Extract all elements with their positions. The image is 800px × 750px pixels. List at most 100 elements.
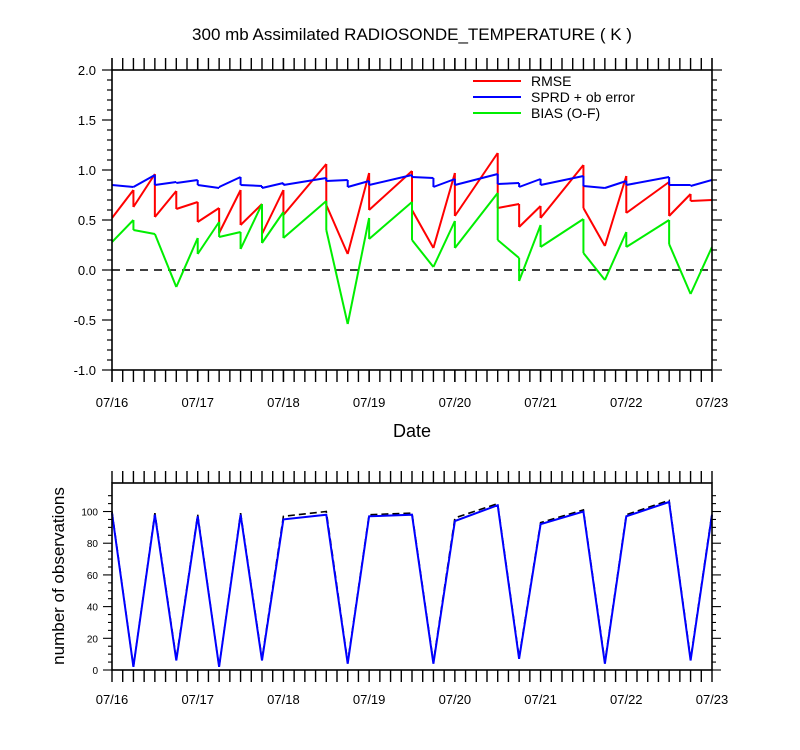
top-x-tick-label: 07/19 [353, 395, 386, 410]
series-observations-total [111, 499, 713, 667]
bottom-x-tick-label: 07/18 [267, 692, 300, 707]
series-sprd-ob-error-segment [132, 174, 156, 188]
series-sprd-ob-error-segment [518, 178, 541, 188]
series-rmse-segment [432, 172, 456, 249]
top-x-tick-label: 07/17 [181, 395, 214, 410]
series-sprd-ob-error-segment [690, 179, 712, 187]
series-bias-segment [582, 252, 606, 281]
series-bias-segment [540, 218, 584, 248]
top-y-tick-label: 1.0 [78, 163, 96, 178]
bottom-x-tick-label: 07/20 [439, 692, 472, 707]
series-bias-segment [175, 237, 199, 288]
series-sprd-ob-error-segment [112, 184, 134, 188]
top-y-tick-label: -1.0 [74, 363, 96, 378]
series-rmse-segment [282, 163, 328, 216]
series-sprd-ob-error-segment [240, 184, 263, 187]
series-rmse-segment [539, 164, 585, 219]
series-rmse-segment [261, 189, 285, 235]
series-bias-segment [368, 201, 413, 240]
top-x-tick-label: 07/23 [696, 395, 729, 410]
series-rmse [112, 152, 712, 255]
series-rmse-segment [175, 201, 199, 210]
series-rmse-segment [154, 190, 178, 218]
series-bias-segment [432, 220, 456, 268]
top-y-tick-label: 1.5 [78, 113, 96, 128]
top-y-tick-label: 2.0 [78, 63, 96, 78]
series-sprd-ob-error-segment [197, 184, 220, 189]
series-bias-segment [282, 200, 327, 239]
bottom-y-tick-label: 100 [81, 508, 98, 519]
series-sprd-ob-error-segment [347, 180, 370, 188]
series-bias-segment [346, 217, 371, 325]
top-x-tick-label: 07/18 [267, 395, 300, 410]
series-sprd-ob-error-segment [497, 182, 520, 185]
series-sprd-ob-error-segment [433, 178, 456, 188]
top-x-tick-label: 07/22 [610, 395, 643, 410]
series-sprd-ob-error-segment [261, 182, 284, 189]
series-rmse-segment [197, 207, 220, 223]
series-sprd-ob-error-segment [411, 176, 434, 179]
series-sprd-ob-error [112, 173, 712, 189]
series-rmse-segment [518, 205, 542, 228]
series-bias-segment [603, 231, 628, 281]
series-bias-segment [325, 229, 349, 325]
series-rmse-segment [132, 173, 156, 208]
series-bias [112, 192, 712, 325]
series-sprd-ob-error-segment [583, 185, 605, 189]
top-plot-area: -1.0 -0.5 0.0 0.5 1.0 1.5 2.0 07/16 07/17 07/18 07… [74, 58, 729, 410]
top-y-tick-label: 0.5 [78, 213, 96, 228]
bottom-y-tick-label: 40 [87, 603, 99, 614]
series-bias-segment [689, 246, 712, 295]
top-plot-frame [111, 69, 713, 371]
series-sprd-ob-error-segment [626, 176, 670, 186]
series-bias-segment [239, 203, 263, 250]
series-sprd-ob-error-segment [540, 175, 584, 186]
series-bias-segment [261, 211, 285, 244]
bottom-y-tick-label: 60 [87, 571, 99, 582]
series-sprd-ob-error-segment [604, 180, 627, 189]
bottom-y-tick-label: 0 [92, 666, 98, 677]
series-bias-segment [218, 231, 241, 238]
y-axis-label-observations: number of observations [49, 487, 68, 665]
chart-title: 300 mb Assimilated RADIOSONDE_TEMPERATUR… [192, 25, 632, 44]
series-sprd-ob-error-segment [454, 173, 498, 186]
series-rmse-segment [497, 203, 520, 209]
series-observations-used [111, 500, 713, 667]
series-bias-segment [518, 224, 542, 282]
series-bias-segment [196, 221, 220, 255]
bottom-x-tick-label: 07/23 [696, 692, 729, 707]
series-sprd-ob-error-segment [176, 179, 198, 184]
top-y-tick-label: 0.0 [78, 263, 96, 278]
series-sprd-ob-error-segment [368, 174, 413, 186]
series-rmse-segment [218, 189, 242, 234]
series-bias-segment [133, 229, 156, 235]
bottom-y-tick-label: 80 [87, 539, 99, 550]
series-rmse-segment [454, 152, 499, 217]
top-x-tick-label: 07/16 [96, 395, 129, 410]
bottom-plot-area: 0 20 40 60 80 100 07/16 07/17 07/18 07/19 07/20 07/… [81, 471, 728, 707]
series-bias-segment [153, 233, 178, 288]
bottom-x-tick-label: 07/17 [181, 692, 214, 707]
series-rmse-segment [603, 175, 628, 247]
bottom-x-tick-label: 07/16 [96, 692, 129, 707]
series-rmse-segment [690, 199, 712, 202]
series-bias-segment [411, 239, 435, 268]
bottom-y-tick-label: 20 [87, 634, 99, 645]
bottom-x-tick-label: 07/22 [610, 692, 643, 707]
series-sprd-ob-error-segment [326, 179, 348, 182]
series-sprd-ob-error-segment [154, 181, 177, 186]
series-sprd-ob-error-segment [283, 177, 327, 186]
legend-label-bias: BIAS (O-F) [531, 105, 600, 121]
top-x-tick-label: 07/20 [439, 395, 472, 410]
series-rmse-segment [411, 209, 435, 249]
series-rmse-segment [625, 181, 670, 214]
series-rmse-segment [346, 172, 371, 255]
series-bias-segment [497, 239, 520, 259]
series-bias-segment [668, 243, 692, 295]
legend-label-rmse: RMSE [531, 73, 571, 89]
bottom-x-tick-label: 07/19 [353, 692, 386, 707]
series-rmse-segment [668, 193, 692, 217]
